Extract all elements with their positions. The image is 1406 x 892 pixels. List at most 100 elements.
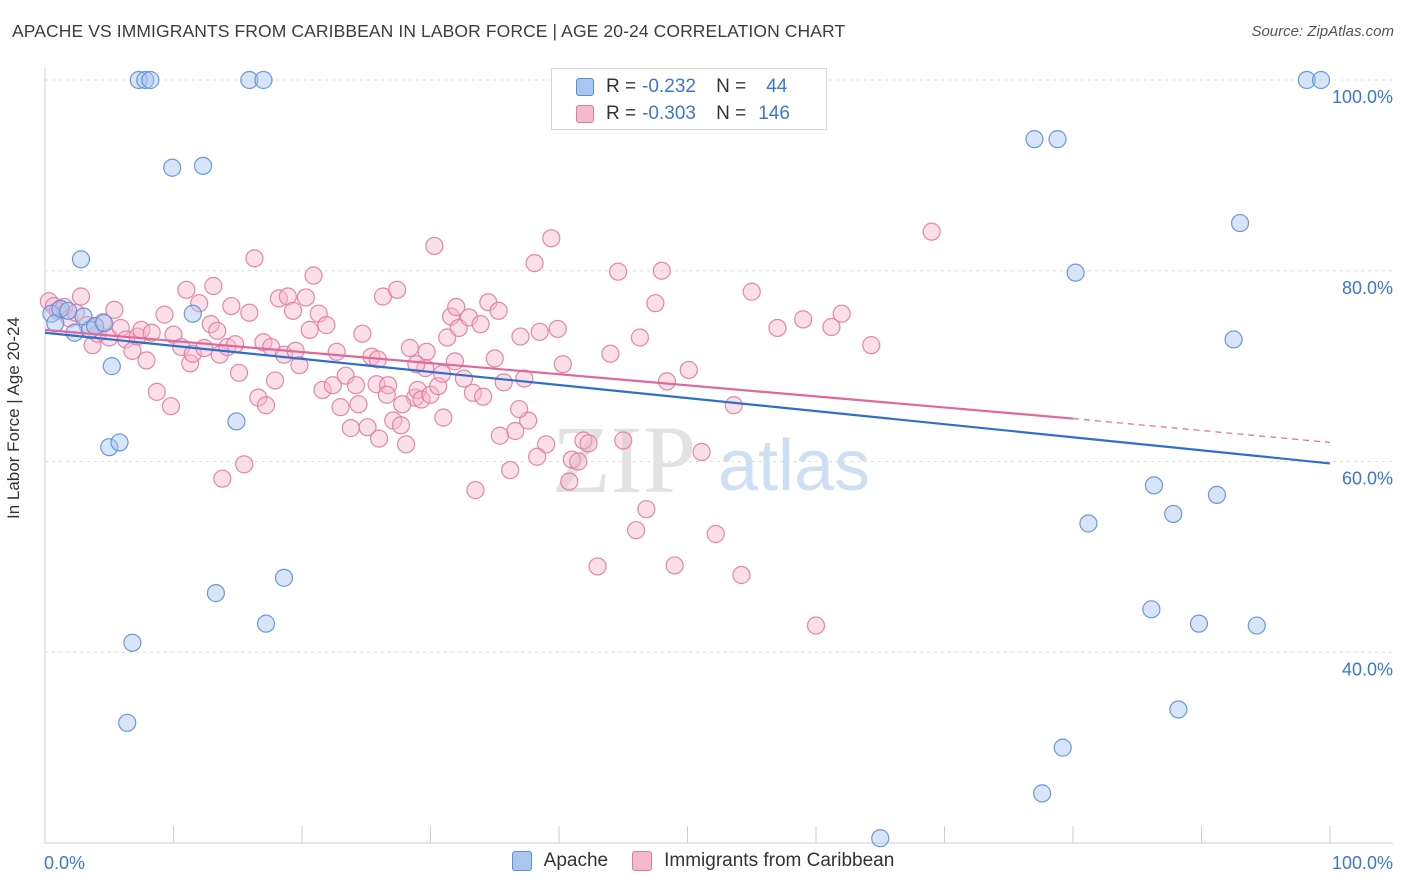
caribbean-point — [256, 396, 276, 415]
apache-point — [1079, 514, 1098, 533]
caribbean-point — [245, 249, 264, 268]
caribbean-point — [724, 396, 743, 415]
apache-point — [183, 304, 202, 323]
caribbean-point — [474, 387, 493, 406]
watermark-atlas: atlas — [718, 426, 870, 506]
apache-swatch — [576, 78, 594, 96]
legend-item-apache[interactable]: Apache — [511, 850, 609, 872]
caribbean-point — [142, 323, 161, 342]
caribbean-point — [471, 315, 490, 334]
apache-point — [59, 301, 78, 320]
caribbean-point — [323, 376, 342, 395]
caribbean-point — [377, 385, 396, 404]
caribbean-point — [412, 390, 431, 409]
caribbean-point — [300, 320, 319, 339]
caribbean-point — [407, 355, 426, 374]
caribbean-point — [692, 442, 711, 462]
apache-point — [1230, 213, 1250, 233]
axes — [44, 68, 1393, 844]
caribbean-point — [222, 296, 241, 316]
caribbean-point — [105, 300, 124, 319]
caribbean-point — [341, 419, 360, 438]
caribbean-point — [387, 280, 407, 299]
caribbean-point — [614, 431, 633, 450]
apache-point — [256, 614, 276, 633]
caribbean-point — [501, 460, 520, 480]
r-label: R = — [606, 103, 637, 124]
caribbean-point — [626, 521, 646, 540]
apache-point — [1144, 476, 1164, 495]
caribbean-point — [490, 426, 509, 445]
apache-point — [274, 568, 294, 587]
caribbean-swatch — [576, 105, 594, 123]
apache-point — [254, 70, 273, 90]
caribbean-point — [265, 371, 285, 390]
caribbean-point — [652, 261, 671, 280]
caribbean-point — [204, 276, 223, 296]
caribbean-point — [147, 382, 166, 401]
caribbean-point — [922, 222, 941, 241]
caribbean-point — [485, 349, 504, 368]
caribbean-point — [137, 351, 156, 370]
apache-point — [1053, 738, 1072, 757]
caribbean-point — [530, 322, 549, 341]
y-tick-label: 100.0% — [1332, 87, 1393, 107]
apache-point — [1189, 614, 1209, 633]
caribbean-point — [553, 355, 572, 374]
n-value: 146 — [758, 103, 790, 124]
apache-point — [1025, 130, 1044, 149]
caribbean-point — [447, 297, 466, 317]
caribbean-point — [249, 388, 268, 407]
apache-point — [227, 412, 246, 431]
caribbean-point — [537, 435, 556, 454]
caribbean-point — [574, 431, 593, 450]
caribbean-point — [177, 280, 196, 299]
stats-legend: R = -0.232 N = 44 R = -0.303 N = 146 — [551, 68, 827, 130]
apache-point — [1033, 784, 1052, 803]
caribbean-legend-swatch — [632, 851, 653, 871]
caribbean-point — [304, 266, 323, 285]
caribbean-point — [560, 472, 579, 491]
apache-point — [1066, 263, 1085, 282]
caribbean-point — [511, 327, 530, 346]
caribbean-point — [346, 376, 366, 395]
legend-label-apache: Apache — [543, 850, 609, 871]
n-value: 44 — [766, 76, 788, 97]
caribbean-point — [208, 321, 227, 340]
caribbean-point — [349, 395, 368, 414]
apache-point — [110, 433, 129, 452]
apache-point — [1297, 70, 1316, 90]
apache-point — [95, 314, 114, 333]
x-tick-label: 0.0% — [44, 853, 85, 873]
caribbean-point — [665, 556, 684, 575]
apache-point — [1247, 616, 1266, 635]
caribbean-point — [317, 316, 336, 335]
apache-point — [1164, 504, 1183, 524]
series-caribbean — [39, 222, 941, 635]
apache-point — [240, 70, 259, 90]
apache-point — [1048, 130, 1067, 149]
caribbean-point — [434, 408, 453, 427]
caribbean-point — [353, 324, 372, 343]
caribbean-point — [489, 301, 508, 320]
caribbean-point — [579, 434, 598, 453]
legend-item-caribbean[interactable]: Immigrants from Caribbean — [632, 850, 894, 872]
watermark-zip: ZIP — [552, 406, 696, 513]
caribbean-point — [706, 524, 725, 544]
caribbean-point — [459, 308, 479, 327]
apache-point — [163, 158, 182, 177]
caribbean-point — [646, 294, 665, 313]
series-apache — [42, 70, 1331, 848]
r-value: -0.303 — [642, 103, 696, 124]
apache-point — [1207, 485, 1227, 504]
caribbean-point — [562, 450, 581, 469]
caribbean-point — [425, 236, 444, 256]
caribbean-point — [609, 262, 628, 281]
caribbean-point — [417, 342, 436, 361]
caribbean-point — [240, 303, 259, 322]
legend-row-apache: R = -0.232 N = 44 — [576, 73, 787, 101]
caribbean-point — [445, 352, 465, 371]
caribbean-point — [463, 383, 483, 402]
caribbean-point — [161, 397, 181, 416]
legend-row-caribbean: R = -0.303 N = 146 — [576, 100, 790, 128]
